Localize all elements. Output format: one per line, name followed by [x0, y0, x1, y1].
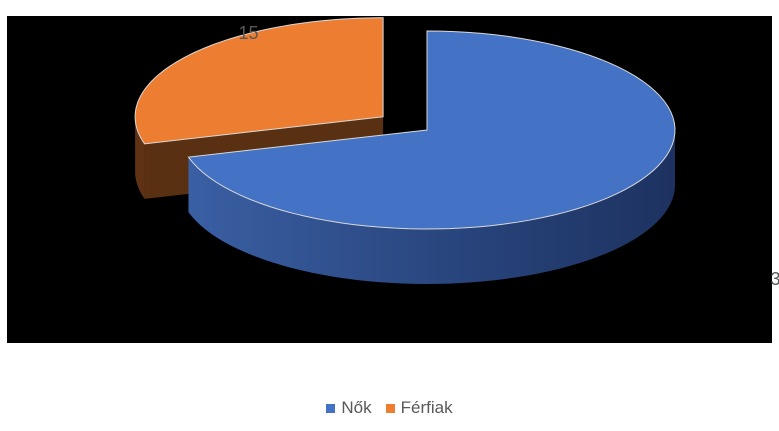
- legend-label-ferfiak: Férfiak: [400, 398, 453, 417]
- pie-slice-nok: [187, 30, 676, 284]
- pie-slice-side: [135, 116, 145, 199]
- legend: Nők Férfiak: [0, 398, 779, 418]
- pie-slice-top: [187, 30, 676, 230]
- data-label-ferfiak: 15: [238, 23, 258, 43]
- pie-slice-side: [188, 130, 675, 284]
- legend-item-nok: Nők: [326, 398, 372, 418]
- pie-slice-top: [134, 17, 384, 145]
- legend-label-nok: Nők: [341, 398, 372, 417]
- legend-item-ferfiak: Férfiak: [385, 398, 453, 418]
- legend-swatch-ferfiak: [385, 403, 395, 413]
- data-label-nok: 36: [770, 269, 779, 289]
- legend-swatch-nok: [326, 403, 336, 413]
